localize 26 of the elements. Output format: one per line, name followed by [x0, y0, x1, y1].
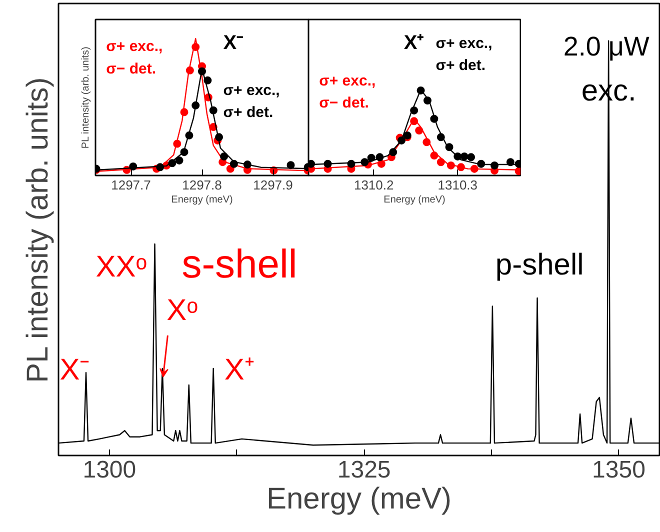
- annotation: s-shell: [182, 242, 298, 286]
- y-axis-title: PL intensity (arb. units): [22, 77, 54, 383]
- annotation: X⁺: [224, 353, 254, 386]
- x-axis-title: Energy (meV): [266, 482, 452, 516]
- x-tick-label: 1310.2: [354, 178, 394, 192]
- annotation: p-shell: [495, 248, 584, 282]
- series-label: σ+ exc., σ+ det.: [436, 35, 492, 74]
- x-tick-label: 1310.3: [438, 178, 478, 192]
- annotation: XXᵒ: [96, 250, 148, 284]
- x-tick-label: 1300: [82, 456, 136, 484]
- annotation: X⁺: [404, 32, 424, 54]
- x-axis-title: Energy (meV): [171, 194, 233, 206]
- annotation: X⁻: [223, 32, 244, 54]
- annotation: X⁻: [60, 353, 90, 386]
- x-tick-label: 1297.9: [253, 178, 293, 192]
- x-axis-title: Energy (meV): [384, 194, 446, 206]
- x-tick-label: 1297.7: [111, 178, 151, 192]
- series-label: σ+ exc., σ+ det.: [223, 82, 280, 121]
- x-tick-label: 1297.8: [182, 178, 222, 192]
- series-label: σ+ exc., σ− det.: [106, 38, 163, 78]
- annotation: Xᵒ: [166, 294, 198, 328]
- text: σ+ exc., σ− det.: [319, 72, 376, 112]
- annotation: 2.0 μW: [563, 31, 650, 62]
- x-tick-label: 1325: [337, 456, 391, 484]
- y-axis-title: PL intensity (arb. units): [80, 46, 92, 149]
- x-tick-label: 1350: [592, 456, 646, 484]
